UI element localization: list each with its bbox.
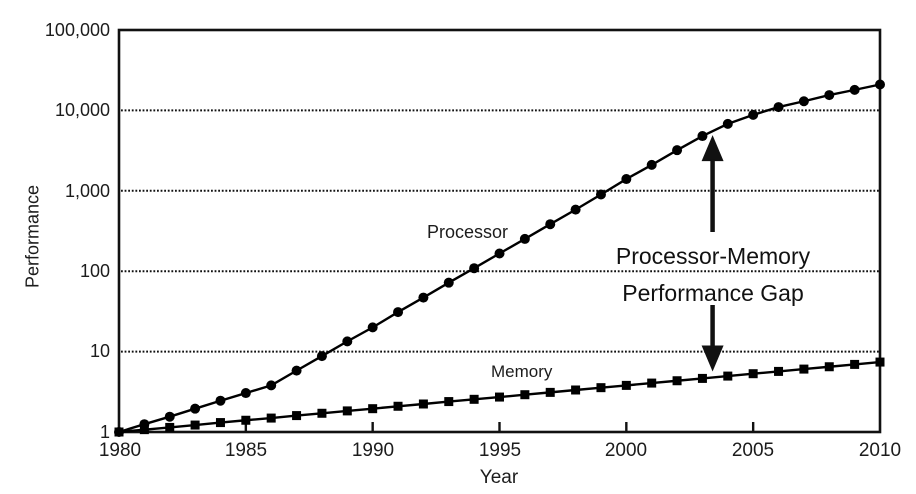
y-tick-label-1: 1 xyxy=(99,422,110,442)
memory-marker xyxy=(266,413,276,423)
processor-marker xyxy=(393,307,404,318)
x-tick-label-2000: 2000 xyxy=(604,440,648,461)
processor-marker xyxy=(697,131,708,142)
plot-border xyxy=(117,28,882,434)
x-tick-label-1990: 1990 xyxy=(351,440,395,461)
memory-marker xyxy=(748,369,758,379)
processor-marker xyxy=(545,219,556,230)
memory-marker xyxy=(571,385,581,395)
memory-marker xyxy=(317,408,327,418)
processor-marker xyxy=(875,79,885,90)
memory-marker xyxy=(292,411,302,421)
x-axis-title: Year xyxy=(479,467,519,488)
y-tick-label-10000: 10,000 xyxy=(54,100,110,120)
memory-marker xyxy=(520,390,530,400)
processor-marker xyxy=(646,159,657,170)
processor-marker xyxy=(367,322,378,333)
y-axis-title: Performance xyxy=(22,184,43,289)
processor-marker xyxy=(418,292,429,303)
x-tick-label-1995: 1995 xyxy=(478,440,522,461)
gap-annotation: Processor-Memory Performance Gap xyxy=(573,238,853,312)
memory-marker xyxy=(418,399,428,409)
x-tick-label-1980: 1980 xyxy=(98,440,142,461)
memory-marker xyxy=(495,392,504,402)
x-tick-label-1985: 1985 xyxy=(224,440,268,461)
memory-marker xyxy=(697,373,707,383)
processor-marker xyxy=(849,84,860,95)
processor-marker xyxy=(469,263,480,274)
memory-marker xyxy=(774,366,784,376)
x-tick-label-2010: 2010 xyxy=(858,440,902,461)
processor-marker xyxy=(494,248,505,259)
memory-marker xyxy=(621,380,631,390)
y-tick-label-1000: 1,000 xyxy=(64,181,110,201)
processor-marker xyxy=(519,233,530,244)
memory-marker xyxy=(241,415,251,425)
memory-marker xyxy=(596,383,606,393)
y-tick-label-100000: 100,000 xyxy=(44,20,110,40)
processor-series-label: Processor xyxy=(427,222,509,242)
memory-marker xyxy=(647,378,657,388)
processor-marker xyxy=(748,109,759,120)
processor-marker xyxy=(672,145,683,156)
memory-marker xyxy=(444,397,454,407)
memory-marker xyxy=(850,359,860,369)
y-tick-label-10: 10 xyxy=(89,341,110,361)
processor-marker xyxy=(316,351,327,362)
processor-marker xyxy=(595,189,606,200)
memory-marker xyxy=(875,357,885,367)
processor-marker xyxy=(621,174,632,185)
memory-marker xyxy=(393,401,403,411)
processor-marker xyxy=(798,96,809,107)
memory-marker xyxy=(114,427,124,437)
processor-marker xyxy=(722,118,733,129)
processor-marker xyxy=(824,90,835,101)
gap-annotation-line1: Processor-Memory xyxy=(615,243,811,269)
memory-marker xyxy=(342,406,352,416)
memory-marker xyxy=(139,425,149,435)
memory-series-label: Memory xyxy=(491,362,553,381)
processor-marker xyxy=(291,365,302,376)
memory-marker xyxy=(215,418,225,428)
gap-arrow-down-head xyxy=(701,345,724,372)
y-tick-label-100: 100 xyxy=(79,261,110,281)
memory-marker xyxy=(469,394,479,404)
memory-marker xyxy=(799,364,809,374)
processor-marker xyxy=(164,411,175,422)
processor-marker xyxy=(342,336,353,347)
processor-marker xyxy=(443,277,454,288)
processor-marker xyxy=(266,380,277,391)
gap-annotation-line2: Performance Gap xyxy=(622,280,804,306)
memory-marker xyxy=(545,387,555,397)
gap-arrow-up-head xyxy=(701,135,724,162)
memory-marker xyxy=(368,404,378,414)
processor-marker xyxy=(570,204,581,215)
memory-marker xyxy=(190,420,200,430)
processor-marker xyxy=(240,388,251,399)
x-tick-label-2005: 2005 xyxy=(731,440,775,461)
memory-marker xyxy=(165,422,175,432)
memory-marker xyxy=(672,376,682,386)
processor-marker xyxy=(773,102,784,113)
memory-marker xyxy=(723,371,733,381)
processor-marker xyxy=(190,403,201,414)
memory-marker xyxy=(824,362,834,372)
processor-marker xyxy=(215,395,226,406)
